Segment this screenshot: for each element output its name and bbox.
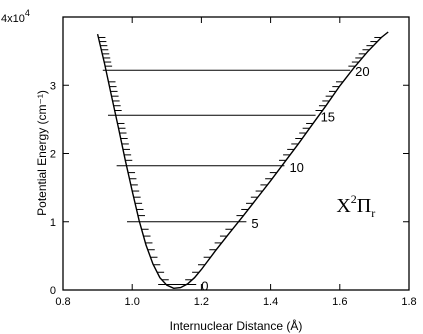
level-label-5: 5 bbox=[251, 216, 258, 231]
x-tick-label-2: 1.2 bbox=[194, 296, 209, 308]
y-axis-title: Potential Energy (cm⁻¹) bbox=[35, 90, 49, 216]
y-tick-label-0: 0 bbox=[50, 285, 56, 297]
potential-curve bbox=[96, 31, 389, 290]
minor-level-marks bbox=[98, 36, 382, 281]
y-multiplier-label: 4x104 bbox=[1, 8, 30, 25]
x-tick-label-1: 1.0 bbox=[125, 296, 140, 308]
level-label-15: 15 bbox=[321, 109, 335, 124]
vibrational-levels: 0 5 10 15 20 bbox=[102, 64, 370, 294]
level-label-0: 0 bbox=[201, 279, 208, 294]
x-tick-label-0: 0.8 bbox=[55, 296, 70, 308]
x-axis-title: Internuclear Distance (Å) bbox=[170, 318, 303, 333]
tick-labels: 0.8 1.0 1.2 1.4 1.6 1.8 0 1 2 3 bbox=[50, 80, 417, 308]
y-tick-label-2: 2 bbox=[50, 149, 56, 161]
x-tick-label-4: 1.6 bbox=[332, 296, 347, 308]
x-tick-label-5: 1.8 bbox=[401, 296, 416, 308]
y-tick-label-3: 3 bbox=[50, 80, 56, 92]
y-tick-label-1: 1 bbox=[50, 217, 56, 229]
level-label-10: 10 bbox=[289, 160, 303, 175]
state-label: X2Πr bbox=[336, 192, 375, 220]
x-tick-label-3: 1.4 bbox=[263, 296, 278, 308]
level-label-20: 20 bbox=[355, 64, 369, 79]
axis-ticks bbox=[62, 17, 410, 291]
